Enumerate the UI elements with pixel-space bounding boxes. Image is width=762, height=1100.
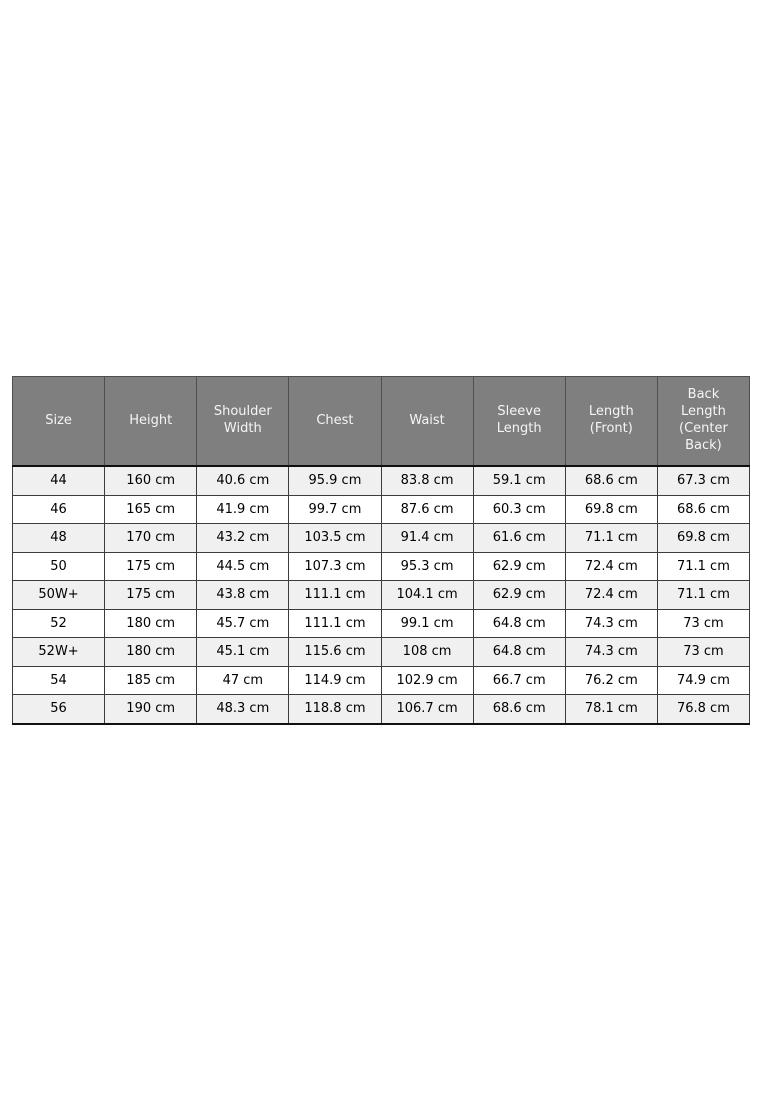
measurement-cell: 91.4 cm <box>380 523 474 553</box>
column-header-back-length-center-back: Back Length (Center Back) <box>656 376 751 467</box>
measurement-cell: 62.9 cm <box>472 580 566 610</box>
measurement-cell: 71.1 cm <box>656 551 751 581</box>
measurement-cell: 69.8 cm <box>564 494 658 524</box>
measurement-cell: 72.4 cm <box>564 551 658 581</box>
measurement-cell: 103.5 cm <box>288 523 382 553</box>
measurement-cell: 175 cm <box>104 580 198 610</box>
measurement-cell: 190 cm <box>104 694 198 725</box>
measurement-cell: 107.3 cm <box>288 551 382 581</box>
measurement-cell: 99.1 cm <box>380 608 474 638</box>
column-header-size: Size <box>11 376 106 467</box>
size-chart-table: Size Height Shoulder Width Chest Waist Sleeve… <box>11 376 751 725</box>
table-row-46: 46 165 cm 41.9 cm 99.7 cm 87.6 cm 60.3 cm 69.8… <box>11 494 751 524</box>
table-row-50: 50 175 cm 44.5 cm 107.3 cm 95.3 cm 62.9 cm 72.… <box>11 551 751 581</box>
measurement-cell: 185 cm <box>104 665 198 695</box>
measurement-cell: 44.5 cm <box>196 551 290 581</box>
table-row-52: 52 180 cm 45.7 cm 111.1 cm 99.1 cm 64.8 cm 74.… <box>11 608 751 638</box>
measurement-cell: 73 cm <box>656 637 751 667</box>
measurement-cell: 95.9 cm <box>288 465 382 496</box>
measurement-cell: 165 cm <box>104 494 198 524</box>
size-cell: 48 <box>11 523 106 553</box>
measurement-cell: 47 cm <box>196 665 290 695</box>
measurement-cell: 111.1 cm <box>288 580 382 610</box>
measurement-cell: 74.3 cm <box>564 608 658 638</box>
table-row-54: 54 185 cm 47 cm 114.9 cm 102.9 cm 66.7 cm 76.2… <box>11 665 751 695</box>
measurement-cell: 111.1 cm <box>288 608 382 638</box>
table-row-44: 44 160 cm 40.6 cm 95.9 cm 83.8 cm 59.1 cm 68.6… <box>11 465 751 496</box>
size-cell: 52 <box>11 608 106 638</box>
measurement-cell: 83.8 cm <box>380 465 474 496</box>
measurement-cell: 68.6 cm <box>472 694 566 725</box>
column-header-height: Height <box>104 376 198 467</box>
measurement-cell: 72.4 cm <box>564 580 658 610</box>
table-row-56: 56 190 cm 48.3 cm 118.8 cm 106.7 cm 68.6 cm 78… <box>11 694 751 725</box>
measurement-cell: 106.7 cm <box>380 694 474 725</box>
size-cell: 54 <box>11 665 106 695</box>
measurement-cell: 115.6 cm <box>288 637 382 667</box>
measurement-cell: 45.7 cm <box>196 608 290 638</box>
measurement-cell: 95.3 cm <box>380 551 474 581</box>
measurement-cell: 40.6 cm <box>196 465 290 496</box>
table-header: Size Height Shoulder Width Chest Waist Sleeve… <box>11 376 751 467</box>
measurement-cell: 69.8 cm <box>656 523 751 553</box>
measurement-cell: 76.2 cm <box>564 665 658 695</box>
table-row-50w-: 50W+ 175 cm 43.8 cm 111.1 cm 104.1 cm 62.9 cm… <box>11 580 751 610</box>
size-cell: 46 <box>11 494 106 524</box>
measurement-cell: 74.9 cm <box>656 665 751 695</box>
size-cell: 50W+ <box>11 580 106 610</box>
measurement-cell: 180 cm <box>104 608 198 638</box>
measurement-cell: 59.1 cm <box>472 465 566 496</box>
measurement-cell: 71.1 cm <box>564 523 658 553</box>
measurement-cell: 67.3 cm <box>656 465 751 496</box>
measurement-cell: 160 cm <box>104 465 198 496</box>
measurement-cell: 99.7 cm <box>288 494 382 524</box>
measurement-cell: 60.3 cm <box>472 494 566 524</box>
measurement-cell: 102.9 cm <box>380 665 474 695</box>
column-header-length-front: Length (Front) <box>564 376 658 467</box>
column-header-shoulder-width: Shoulder Width <box>196 376 290 467</box>
measurement-cell: 64.8 cm <box>472 608 566 638</box>
measurement-cell: 180 cm <box>104 637 198 667</box>
measurement-cell: 43.8 cm <box>196 580 290 610</box>
measurement-cell: 66.7 cm <box>472 665 566 695</box>
measurement-cell: 78.1 cm <box>564 694 658 725</box>
measurement-cell: 45.1 cm <box>196 637 290 667</box>
size-cell: 44 <box>11 465 106 496</box>
column-header-sleeve-length: Sleeve Length <box>472 376 566 467</box>
measurement-cell: 170 cm <box>104 523 198 553</box>
measurement-cell: 114.9 cm <box>288 665 382 695</box>
measurement-cell: 61.6 cm <box>472 523 566 553</box>
measurement-cell: 48.3 cm <box>196 694 290 725</box>
measurement-cell: 87.6 cm <box>380 494 474 524</box>
size-cell: 50 <box>11 551 106 581</box>
measurement-cell: 43.2 cm <box>196 523 290 553</box>
column-header-chest: Chest <box>288 376 382 467</box>
measurement-cell: 64.8 cm <box>472 637 566 667</box>
measurement-cell: 104.1 cm <box>380 580 474 610</box>
measurement-cell: 74.3 cm <box>564 637 658 667</box>
measurement-cell: 62.9 cm <box>472 551 566 581</box>
measurement-cell: 118.8 cm <box>288 694 382 725</box>
measurement-cell: 68.6 cm <box>656 494 751 524</box>
measurement-cell: 175 cm <box>104 551 198 581</box>
measurement-cell: 108 cm <box>380 637 474 667</box>
table-row-48: 48 170 cm 43.2 cm 103.5 cm 91.4 cm 61.6 cm 71.… <box>11 523 751 553</box>
header-row: Size Height Shoulder Width Chest Waist Sleeve… <box>11 376 751 467</box>
measurement-cell: 73 cm <box>656 608 751 638</box>
measurement-cell: 68.6 cm <box>564 465 658 496</box>
size-cell: 56 <box>11 694 106 725</box>
table-body: 44 160 cm 40.6 cm 95.9 cm 83.8 cm 59.1 cm 68.6… <box>11 465 751 725</box>
column-header-waist: Waist <box>380 376 474 467</box>
size-cell: 52W+ <box>11 637 106 667</box>
measurement-cell: 71.1 cm <box>656 580 751 610</box>
measurement-cell: 76.8 cm <box>656 694 751 725</box>
measurement-cell: 41.9 cm <box>196 494 290 524</box>
table-row-52w-: 52W+ 180 cm 45.1 cm 115.6 cm 108 cm 64.8 cm 74… <box>11 637 751 667</box>
